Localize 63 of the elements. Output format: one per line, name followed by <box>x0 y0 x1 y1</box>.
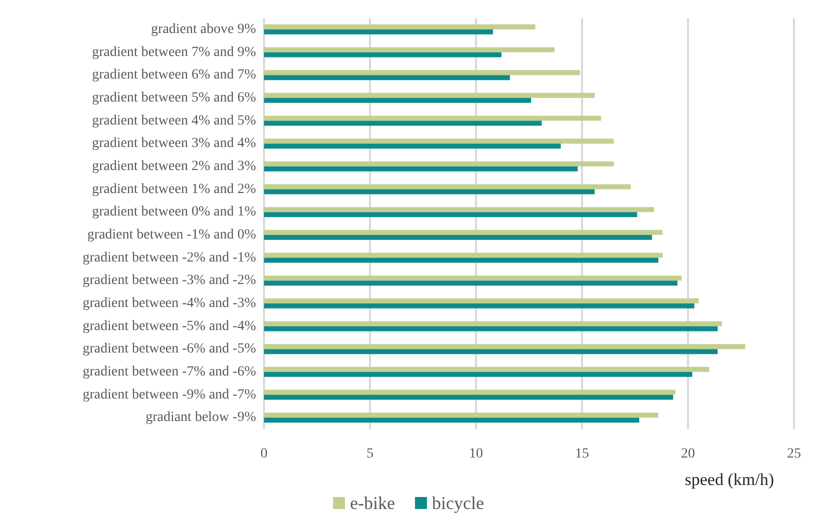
bar <box>264 418 640 423</box>
y-tick-label: gradient between 1% and 2% <box>92 182 256 197</box>
bar <box>264 321 722 326</box>
bar <box>264 212 638 218</box>
y-tick-label: gradient between -3% and -2% <box>82 273 256 288</box>
bar <box>264 276 682 281</box>
bar <box>264 326 718 332</box>
bar <box>264 116 602 121</box>
bar <box>264 144 561 149</box>
y-tick-label: gradient between -2% and -1% <box>82 250 256 266</box>
y-tick-label: gradient between 3% and 4% <box>92 136 256 152</box>
bar <box>264 394 674 400</box>
bar <box>264 258 658 263</box>
bar <box>264 280 678 286</box>
y-tick-label: gradient between -5% and -4% <box>82 318 256 334</box>
bar <box>264 189 595 194</box>
bar <box>264 349 718 354</box>
bar <box>264 161 614 166</box>
bar <box>264 184 631 190</box>
y-tick-label: gradient between 2% and 3% <box>92 158 256 174</box>
bar <box>264 29 493 34</box>
bar <box>264 207 654 212</box>
bar <box>264 372 692 377</box>
bar <box>264 298 699 304</box>
y-tick-label: gradient between 6% and 7% <box>92 68 256 83</box>
y-tick-label: gradient between 7% and 9% <box>92 44 256 60</box>
y-tick-label: gradient above 9% <box>151 22 256 37</box>
bar <box>264 70 580 76</box>
bar <box>264 412 658 418</box>
bar <box>264 120 542 126</box>
bar <box>264 98 532 103</box>
y-tick-label: gradient between 0% and 1% <box>92 204 256 220</box>
bar <box>264 344 746 350</box>
x-axis-title: speed (km/h) <box>684 470 774 489</box>
bar <box>264 138 614 144</box>
bar <box>264 234 652 240</box>
y-tick-label: gradiant below -9% <box>146 410 256 426</box>
legend-label: e-bike <box>350 493 395 513</box>
x-tick-label: 25 <box>787 446 801 462</box>
bar <box>264 47 554 52</box>
bar <box>264 52 502 58</box>
bar <box>264 92 595 98</box>
bar <box>264 166 578 172</box>
x-tick-label: 15 <box>575 446 589 462</box>
legend-label: bicycle <box>432 493 484 513</box>
y-tick-label: gradient between -1% and 0% <box>87 227 256 242</box>
x-tick-label: 20 <box>681 446 695 462</box>
x-tick-label: 10 <box>469 446 483 462</box>
bar <box>264 230 663 235</box>
y-tick-label: gradient between -7% and -6% <box>82 364 256 380</box>
y-tick-label: gradient between 4% and 5% <box>92 113 256 128</box>
bar <box>264 366 710 372</box>
bar <box>264 303 694 308</box>
x-tick-label: 5 <box>366 446 374 462</box>
y-tick-label: gradient between -9% and -7% <box>82 387 256 402</box>
bar <box>264 75 510 80</box>
x-tick-label: 0 <box>260 446 268 462</box>
bar <box>264 24 536 30</box>
bar <box>264 252 663 258</box>
y-tick-label: gradient between 5% and 6% <box>92 90 256 106</box>
bar <box>264 390 676 395</box>
y-tick-label: gradient between -6% and -5% <box>82 342 256 357</box>
y-tick-label: gradient between -4% and -3% <box>82 296 256 311</box>
